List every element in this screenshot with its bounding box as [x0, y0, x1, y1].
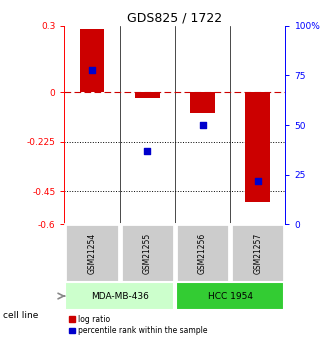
FancyBboxPatch shape [65, 282, 174, 311]
Text: GSM21257: GSM21257 [253, 233, 262, 274]
FancyBboxPatch shape [65, 224, 118, 282]
FancyBboxPatch shape [231, 224, 284, 282]
Bar [80, 29, 104, 92]
Bar [246, 92, 270, 202]
Title: GDS825 / 1722: GDS825 / 1722 [127, 12, 222, 25]
Text: cell line: cell line [3, 311, 39, 320]
Legend: log ratio, percentile rank within the sample: log ratio, percentile rank within the sa… [66, 312, 211, 338]
FancyBboxPatch shape [176, 282, 284, 311]
FancyBboxPatch shape [176, 224, 229, 282]
Point [255, 178, 260, 184]
Text: GSM21256: GSM21256 [198, 233, 207, 274]
FancyBboxPatch shape [121, 224, 174, 282]
Point [89, 67, 95, 72]
Point [200, 122, 205, 128]
Text: GSM21255: GSM21255 [143, 233, 152, 274]
Bar [135, 92, 160, 98]
Text: MDA-MB-436: MDA-MB-436 [91, 292, 148, 300]
Bar [190, 92, 215, 113]
Text: GSM21254: GSM21254 [87, 233, 96, 274]
Text: HCC 1954: HCC 1954 [208, 292, 253, 300]
Point [145, 148, 150, 154]
